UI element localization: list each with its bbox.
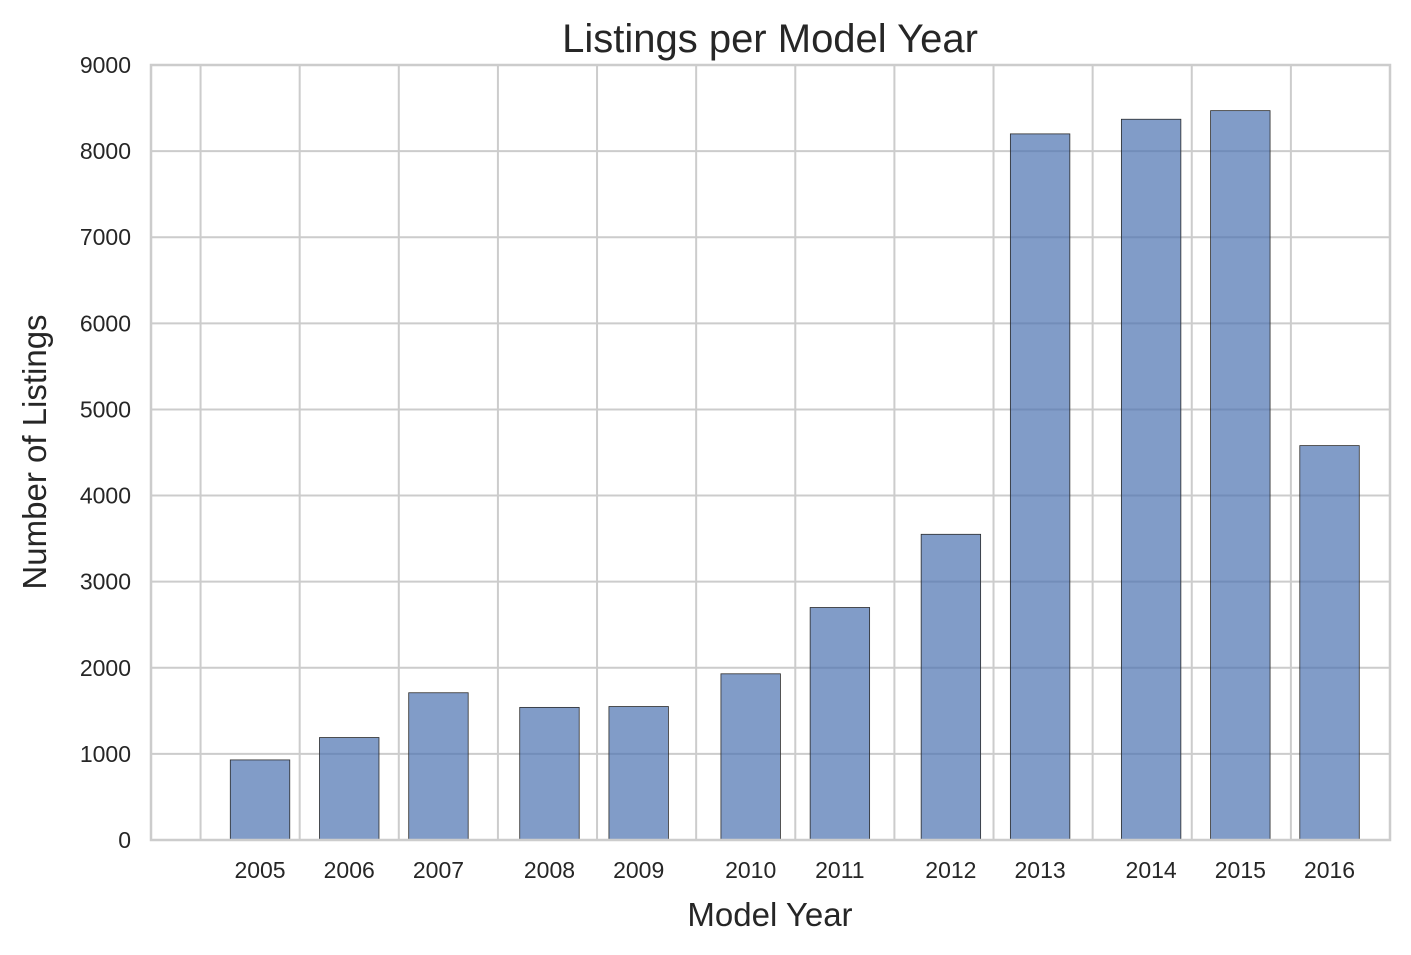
bar-2009: [608, 706, 669, 841]
bar-2012: [920, 533, 982, 841]
y-tick-label: 8000: [80, 138, 131, 164]
x-tick-label: 2005: [234, 857, 285, 883]
bar-2015: [1210, 110, 1271, 841]
y-tick-label: 3000: [80, 569, 131, 595]
x-tick-label: 2006: [324, 857, 375, 883]
bar-2014: [1120, 118, 1182, 841]
x-tick-labels: 2005 2006 2007 2008 2009 2010 2011 2012 2013 2014…: [234, 857, 1355, 883]
x-axis-label: Model Year: [687, 896, 852, 933]
y-axis-label: Number of Listings: [16, 314, 53, 589]
y-tick-label: 5000: [80, 396, 131, 422]
bar-2016: [1299, 445, 1360, 841]
y-tick-label: 6000: [80, 310, 131, 336]
gridlines: [151, 64, 1390, 841]
bar-2011: [809, 607, 871, 841]
y-tick-label: 9000: [80, 52, 131, 78]
chart-title: Listings per Model Year: [562, 17, 978, 61]
x-tick-label: 2011: [815, 857, 864, 883]
x-tick-label: 2008: [524, 857, 575, 883]
y-tick-label: 1000: [80, 741, 131, 767]
bar-2005: [229, 759, 291, 841]
x-tick-label: 2007: [413, 857, 464, 883]
x-tick-label: 2009: [613, 857, 664, 883]
x-tick-label: 2013: [1015, 857, 1066, 883]
bar-2010: [720, 673, 781, 841]
y-tick-labels: 0 1000 2000 3000 4000 5000 6000 7000 8000 9000: [80, 52, 131, 853]
x-tick-label: 2010: [725, 857, 776, 883]
y-tick-label: 7000: [80, 224, 131, 250]
bar-2008: [519, 706, 580, 841]
bar-2006: [319, 737, 380, 841]
x-tick-label: 2016: [1304, 857, 1355, 883]
y-tick-label: 4000: [80, 483, 131, 509]
bar-2007: [408, 692, 469, 841]
plot-frame: [149, 63, 1392, 842]
x-tick-label: 2012: [925, 857, 976, 883]
bar-2013: [1009, 133, 1071, 841]
y-tick-label: 2000: [80, 655, 131, 681]
bars: [229, 110, 1360, 841]
x-tick-label: 2015: [1215, 857, 1266, 883]
y-tick-label: 0: [118, 827, 131, 853]
x-tick-label: 2014: [1126, 857, 1177, 883]
